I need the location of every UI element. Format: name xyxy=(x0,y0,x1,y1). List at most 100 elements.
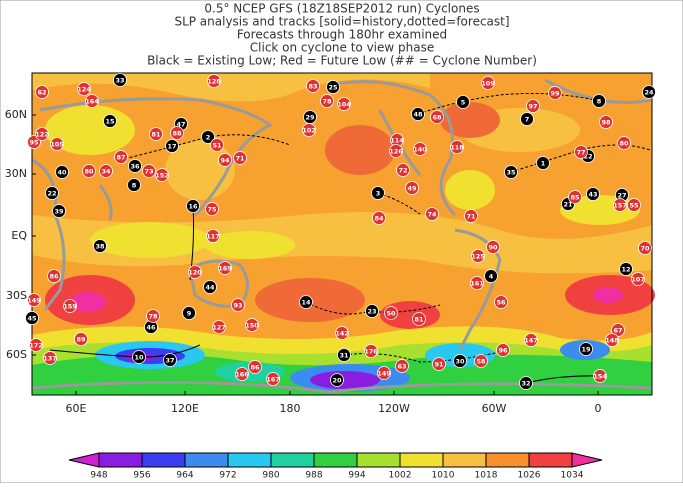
cyclone-marker[interactable]: 30 xyxy=(453,354,467,368)
cyclone-marker[interactable]: 91 xyxy=(432,357,446,371)
cyclone-marker[interactable]: 85 xyxy=(568,190,582,204)
cyclone-marker[interactable]: 150 xyxy=(245,318,259,332)
cyclone-marker[interactable]: 25 xyxy=(326,80,340,94)
cyclone-marker[interactable]: 90 xyxy=(486,240,500,254)
cyclone-marker[interactable]: 31 xyxy=(337,348,351,362)
cyclone-marker[interactable]: 73 xyxy=(142,164,156,178)
cyclone-marker[interactable]: 128 xyxy=(207,74,221,88)
cyclone-marker[interactable]: 142 xyxy=(335,326,349,340)
cyclone-marker[interactable]: 10 xyxy=(132,350,146,364)
cyclone-marker[interactable]: 24 xyxy=(642,85,656,99)
cyclone-marker[interactable]: 154 xyxy=(593,369,607,383)
cyclone-marker[interactable]: 124 xyxy=(77,82,91,96)
cyclone-marker[interactable]: 2 xyxy=(201,130,215,144)
cyclone-marker[interactable]: 4 xyxy=(484,269,498,283)
cyclone-marker[interactable]: 62 xyxy=(35,85,49,99)
cyclone-marker[interactable]: 161 xyxy=(470,276,484,290)
cyclone-marker[interactable]: 157 xyxy=(613,198,627,212)
cyclone-marker[interactable]: 38 xyxy=(93,239,107,253)
cyclone-marker[interactable]: 37 xyxy=(163,353,177,367)
cyclone-marker[interactable]: 23 xyxy=(365,304,379,318)
cyclone-marker[interactable]: 15 xyxy=(103,114,117,128)
cyclone-marker[interactable]: 71 xyxy=(233,151,247,165)
cyclone-marker[interactable]: 167 xyxy=(266,372,280,386)
cyclone-marker[interactable]: 78 xyxy=(320,94,334,108)
cyclone-marker[interactable]: 14 xyxy=(299,295,313,309)
cyclone-marker[interactable]: 94 xyxy=(218,153,232,167)
cyclone-marker[interactable]: 120 xyxy=(188,265,202,279)
cyclone-marker[interactable]: 58 xyxy=(474,354,488,368)
cyclone-marker[interactable]: 63 xyxy=(395,359,409,373)
cyclone-marker[interactable]: 93 xyxy=(231,298,245,312)
cyclone-marker[interactable]: 159 xyxy=(63,299,77,313)
cyclone-marker[interactable]: 49 xyxy=(405,181,419,195)
cyclone-marker[interactable]: 80 xyxy=(82,164,96,178)
cyclone-marker[interactable]: 32 xyxy=(519,376,533,390)
cyclone-marker[interactable]: 81 xyxy=(412,312,426,326)
cyclone-marker[interactable]: 17 xyxy=(165,139,179,153)
cyclone-marker[interactable]: 48 xyxy=(411,107,425,121)
cyclone-marker[interactable]: 169 xyxy=(218,261,232,275)
cyclone-marker[interactable]: 127 xyxy=(212,320,226,334)
cyclone-marker[interactable]: 19 xyxy=(579,342,593,356)
cyclone-marker[interactable]: 176 xyxy=(364,344,378,358)
cyclone-marker[interactable]: 22 xyxy=(45,186,59,200)
cyclone-marker[interactable]: 45 xyxy=(25,311,39,325)
cyclone-marker[interactable]: 34 xyxy=(99,164,113,178)
cyclone-marker[interactable]: 84 xyxy=(372,211,386,225)
cyclone-marker[interactable]: 89 xyxy=(74,332,88,346)
cyclone-marker[interactable]: 74 xyxy=(425,207,439,221)
cyclone-marker[interactable]: 148 xyxy=(605,333,619,347)
cyclone-marker[interactable]: 44 xyxy=(203,280,217,294)
cyclone-marker[interactable]: 72 xyxy=(396,163,410,177)
cyclone-marker[interactable]: 7 xyxy=(520,112,534,126)
cyclone-marker[interactable]: 172 xyxy=(29,338,43,352)
cyclone-marker[interactable]: 118 xyxy=(450,140,464,154)
cyclone-marker[interactable]: 99 xyxy=(548,86,562,100)
cyclone-marker[interactable]: 107 xyxy=(631,272,645,286)
cyclone-marker[interactable]: 16 xyxy=(186,199,200,213)
cyclone-marker[interactable]: 83 xyxy=(306,79,320,93)
cyclone-marker[interactable]: 9 xyxy=(182,306,196,320)
cyclone-marker[interactable]: 8 xyxy=(127,178,141,192)
cyclone-marker[interactable]: 104 xyxy=(337,97,351,111)
cyclone-marker[interactable]: 140 xyxy=(413,142,427,156)
cyclone-marker[interactable]: 29 xyxy=(303,110,317,124)
cyclone-marker[interactable]: 56 xyxy=(494,295,508,309)
cyclone-marker[interactable]: 35 xyxy=(504,165,518,179)
cyclone-marker[interactable]: 122 xyxy=(35,127,49,141)
cyclone-marker[interactable]: 36 xyxy=(128,159,142,173)
cyclone-marker[interactable]: 51 xyxy=(210,138,224,152)
cyclone-marker[interactable]: 88 xyxy=(170,126,184,140)
cyclone-marker[interactable]: 71 xyxy=(464,209,478,223)
cyclone-marker[interactable]: 80 xyxy=(617,136,631,150)
cyclone-marker[interactable]: 1 xyxy=(536,156,550,170)
cyclone-marker[interactable]: 43 xyxy=(586,187,600,201)
cyclone-marker[interactable]: 5 xyxy=(456,95,470,109)
cyclone-marker[interactable]: 98 xyxy=(599,115,613,129)
cyclone-marker[interactable]: 67 xyxy=(611,323,625,337)
cyclone-marker[interactable]: 149 xyxy=(377,366,391,380)
cyclone-marker[interactable]: 105 xyxy=(50,137,64,151)
cyclone-marker[interactable]: 125 xyxy=(471,249,485,263)
cyclone-marker[interactable]: 117 xyxy=(206,229,220,243)
cyclone-marker[interactable]: 77 xyxy=(574,145,588,159)
cyclone-marker[interactable]: 96 xyxy=(496,343,510,357)
cyclone-marker[interactable]: 87 xyxy=(114,150,128,164)
cyclone-marker[interactable]: 70 xyxy=(638,241,652,255)
cyclone-marker[interactable]: 39 xyxy=(52,204,66,218)
cyclone-marker[interactable]: 68 xyxy=(430,110,444,124)
cyclone-marker[interactable]: 109 xyxy=(481,76,495,90)
cyclone-marker[interactable]: 33 xyxy=(113,73,127,87)
cyclone-marker[interactable]: 164 xyxy=(85,94,99,108)
cyclone-marker[interactable]: 50 xyxy=(384,306,398,320)
cyclone-marker[interactable]: 137 xyxy=(43,351,57,365)
cyclone-marker[interactable]: 152 xyxy=(155,168,169,182)
cyclone-marker[interactable]: 3 xyxy=(371,186,385,200)
cyclone-marker[interactable]: 86 xyxy=(47,269,61,283)
cyclone-marker[interactable]: 147 xyxy=(524,333,538,347)
cyclone-marker[interactable]: 114 xyxy=(390,133,404,147)
cyclone-marker[interactable]: 126 xyxy=(389,144,403,158)
cyclone-marker[interactable]: 12 xyxy=(619,262,633,276)
cyclone-marker[interactable]: 40 xyxy=(55,165,69,179)
